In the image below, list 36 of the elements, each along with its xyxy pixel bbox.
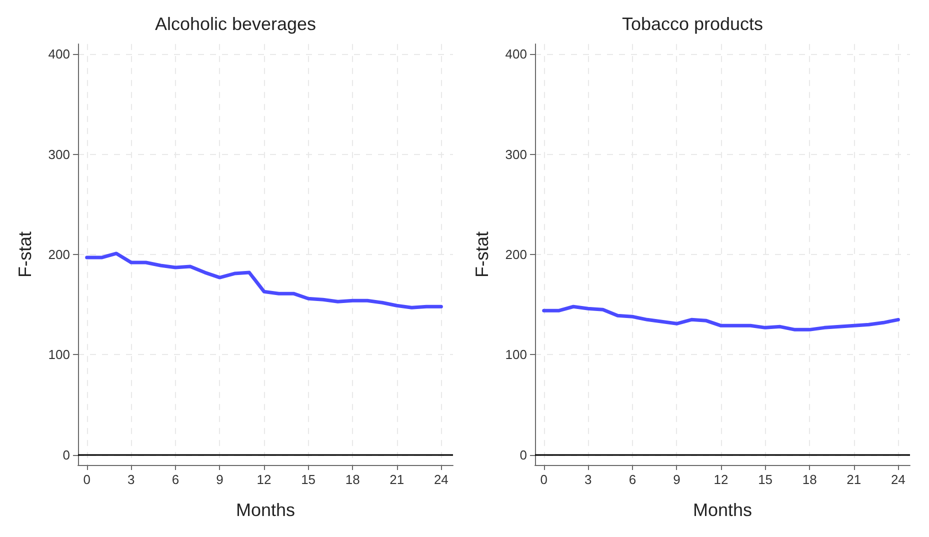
y-tick-label: 400 — [48, 46, 70, 62]
y-tick-label: 400 — [505, 46, 527, 62]
x-tick-label: 9 — [673, 472, 680, 487]
x-tick-label: 15 — [758, 472, 773, 487]
y-tick-label: 100 — [48, 347, 70, 362]
x-tick-label: 21 — [390, 472, 404, 487]
x-tick-label: 0 — [83, 472, 90, 487]
x-axis-title: Months — [236, 500, 296, 520]
x-tick-label: 0 — [540, 472, 548, 487]
x-tick-label: 6 — [172, 472, 180, 487]
x-tick-label: 18 — [802, 472, 817, 487]
chart-title: Tobacco products — [622, 14, 764, 34]
x-tick-label: 12 — [714, 472, 728, 487]
x-tick-label: 24 — [434, 472, 448, 487]
y-tick-label: 300 — [505, 146, 527, 162]
x-tick-label: 15 — [301, 472, 316, 487]
y-tick-label: 300 — [48, 146, 70, 162]
y-axis-title: F-stat — [472, 231, 492, 278]
y-axis-title: F-stat — [15, 231, 35, 278]
x-axis-title: Months — [692, 500, 752, 520]
chart-title: Alcoholic beverages — [154, 14, 316, 34]
y-tick-label: 100 — [505, 347, 527, 362]
x-tick-label: 3 — [584, 472, 592, 487]
y-tick-label: 200 — [48, 247, 70, 262]
x-tick-label: 9 — [216, 472, 224, 487]
x-tick-label: 18 — [345, 472, 360, 487]
x-tick-label: 6 — [628, 472, 636, 487]
y-tick-label: 0 — [520, 447, 527, 462]
x-tick-label: 12 — [256, 472, 272, 487]
x-tick-label: 24 — [890, 472, 906, 487]
y-tick-label: 0 — [62, 447, 70, 462]
x-tick-label: 21 — [846, 472, 862, 487]
line-series — [85, 252, 443, 310]
y-tick-label: 200 — [505, 247, 527, 262]
line-series — [542, 304, 900, 332]
x-tick-label: 3 — [128, 472, 135, 487]
